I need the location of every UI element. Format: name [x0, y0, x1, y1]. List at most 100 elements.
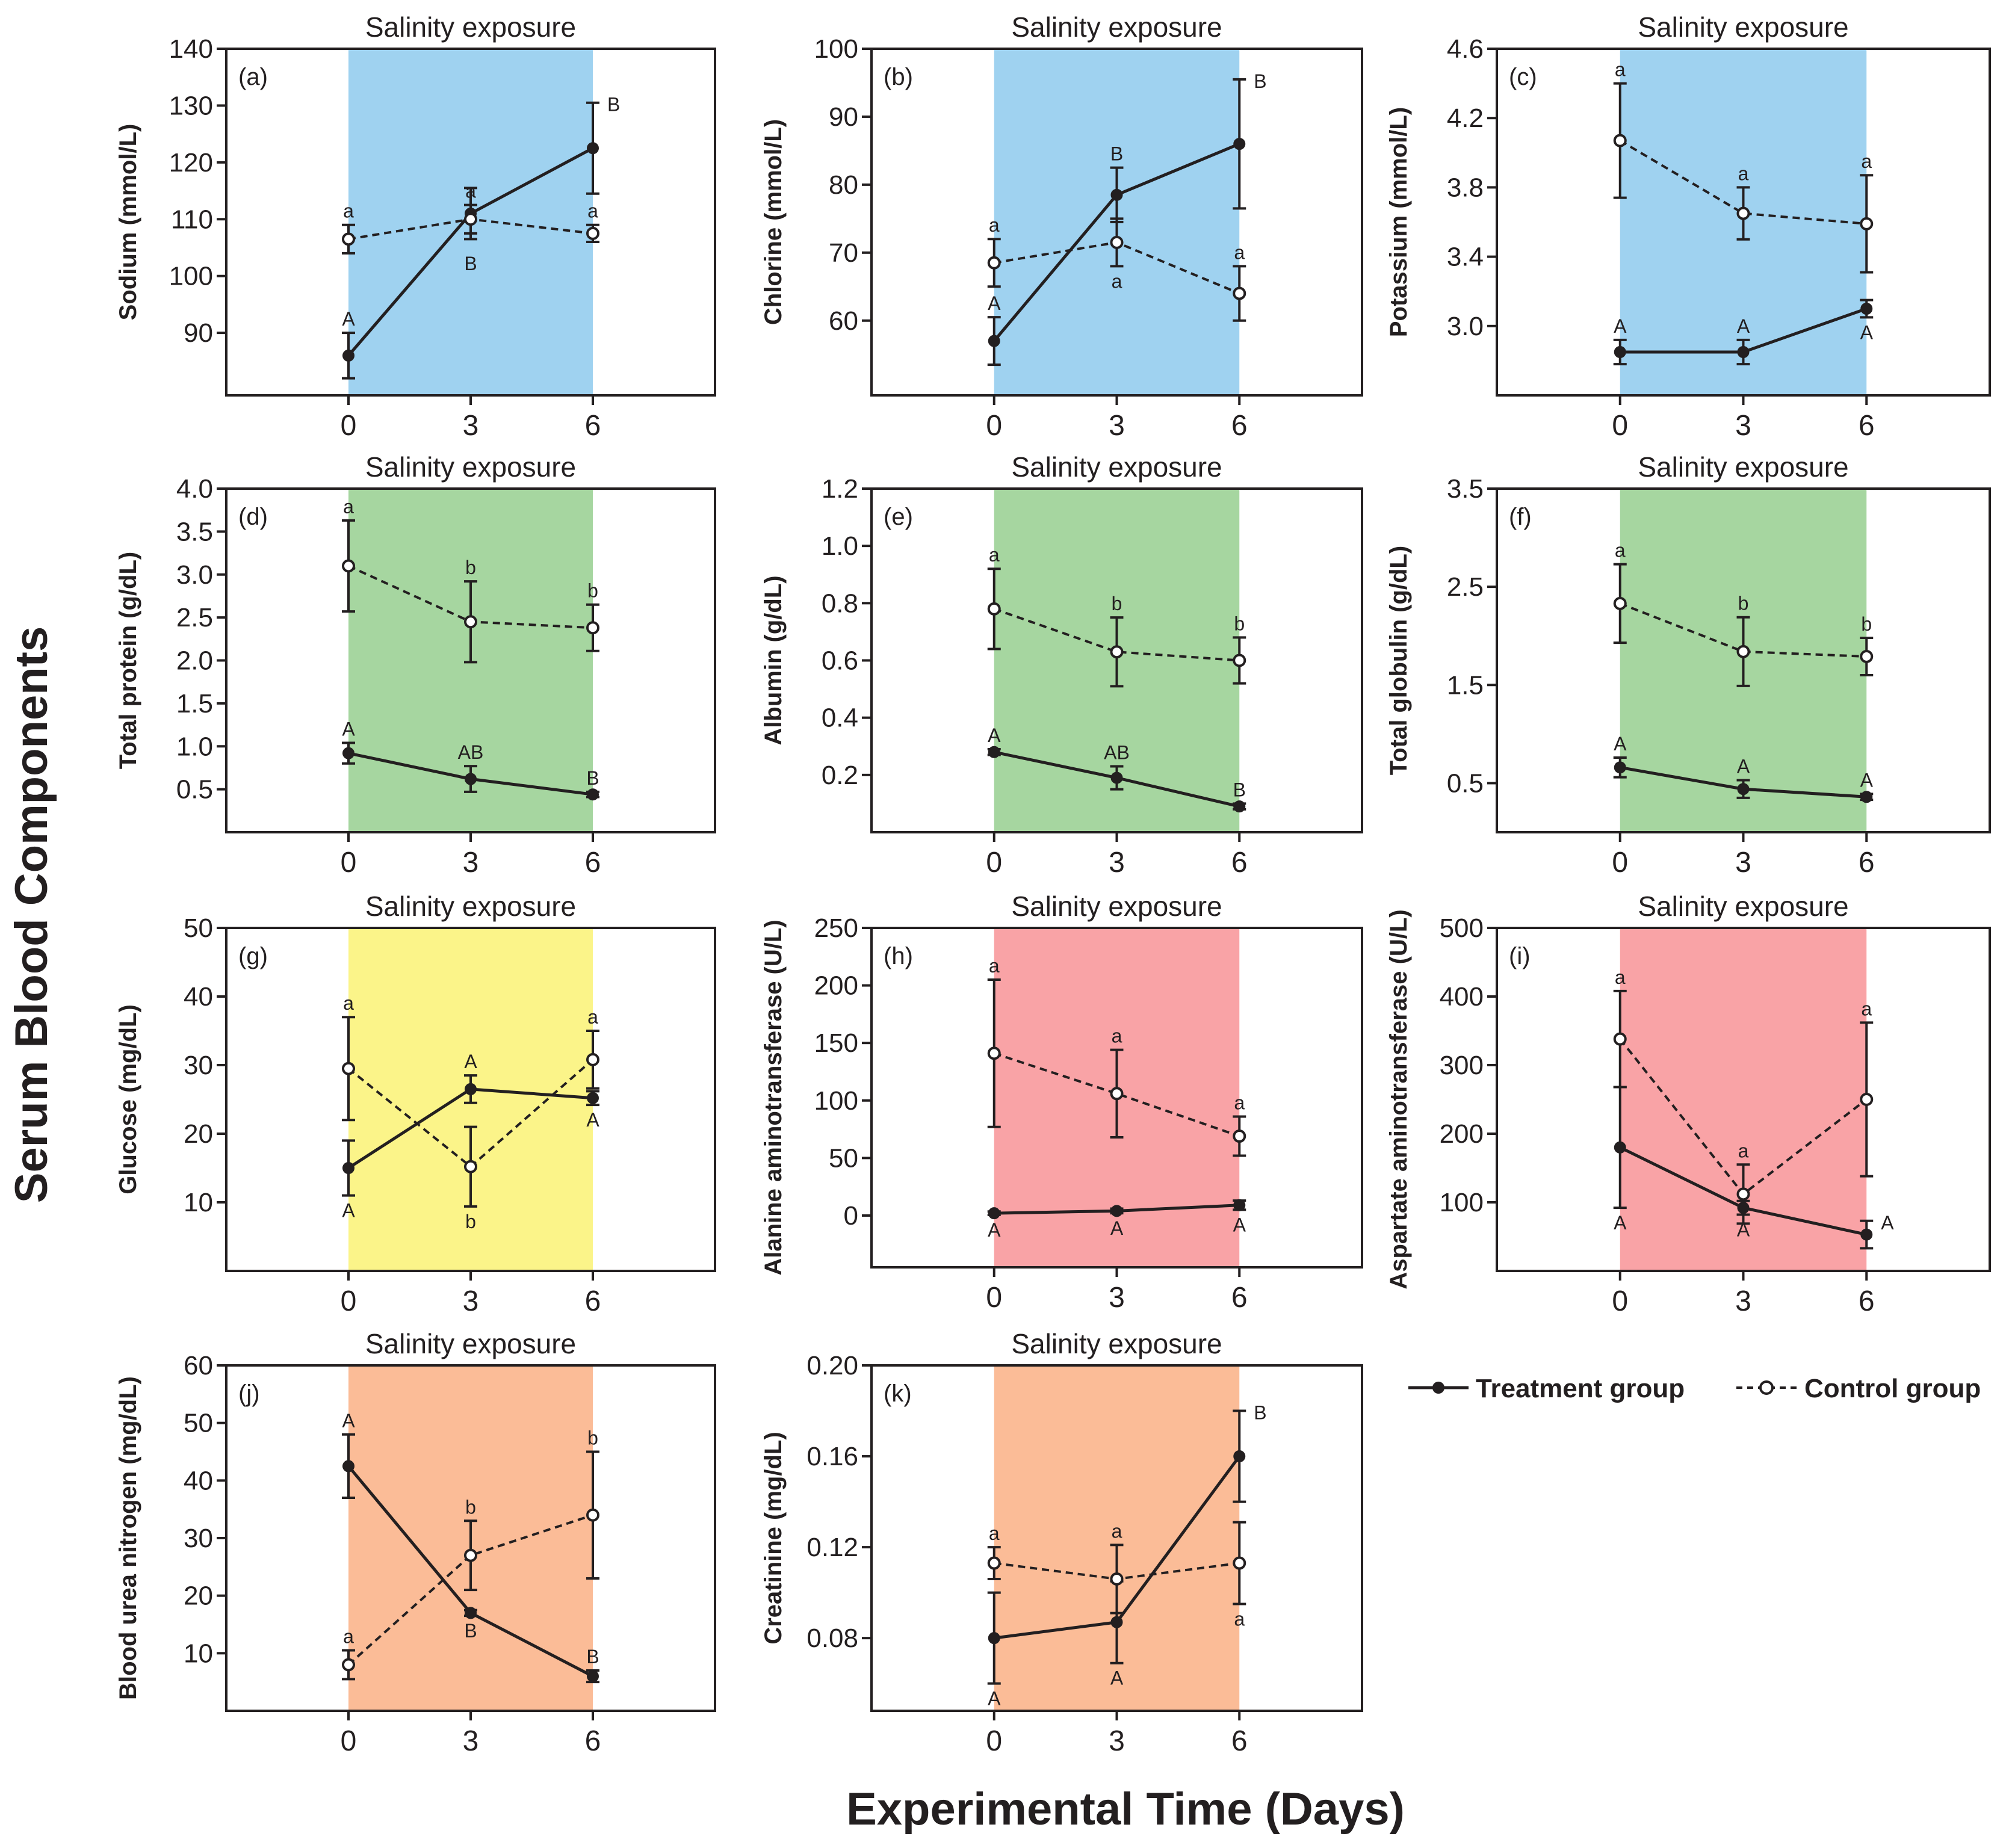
control-point	[586, 621, 599, 635]
control-point	[1233, 1556, 1246, 1570]
panel-letter: (c)	[1509, 64, 1537, 90]
x-tick-label: 6	[1231, 847, 1248, 879]
x-tick-label: 3	[463, 847, 479, 879]
control-point	[1613, 1032, 1627, 1046]
treatment-point	[1860, 1228, 1873, 1241]
treatment-point	[1614, 761, 1626, 774]
control-series: a a a	[987, 214, 1246, 322]
x-tick-label: 0	[986, 410, 1002, 442]
treatment-point	[1614, 1141, 1626, 1154]
panel-letter: (j)	[238, 1380, 260, 1407]
treatment-point	[988, 1207, 1000, 1220]
y-axis-label: Total protein (g/dL)	[115, 552, 141, 769]
control-point	[1736, 206, 1750, 220]
significance-label: B	[586, 767, 599, 789]
legend-treatment-marker	[1432, 1382, 1444, 1394]
x-tick-label: 3	[1735, 410, 1751, 442]
control-line	[994, 1052, 1240, 1137]
panel-title: Salinity exposure	[1011, 11, 1222, 43]
control-point	[1860, 649, 1874, 663]
x-tick-label: 0	[341, 410, 357, 442]
significance-label: B	[586, 1646, 599, 1667]
panel-letter: (e)	[884, 504, 913, 530]
x-tick-label: 3	[1109, 847, 1125, 879]
significance-label: a	[587, 1006, 598, 1028]
y-tick-label: 3.0	[1447, 312, 1484, 341]
legend-control-label: Control group	[1804, 1374, 1981, 1403]
y-tick-label: 60	[184, 1351, 213, 1380]
panel-letter: (f)	[1509, 504, 1532, 530]
x-tick-label: 6	[585, 410, 601, 442]
control-point	[1110, 1572, 1124, 1586]
treatment-point	[1737, 346, 1750, 358]
control-series: a a a	[987, 1520, 1246, 1630]
x-tick-label: 6	[1859, 410, 1875, 442]
y-tick-label: 40	[184, 982, 213, 1012]
control-point	[1110, 645, 1124, 659]
significance-label: a	[1615, 59, 1626, 81]
control-point	[1110, 235, 1124, 249]
significance-label: A	[1614, 733, 1627, 755]
y-tick-label: 10	[184, 1188, 213, 1217]
treatment-point	[1233, 1450, 1246, 1463]
control-point	[586, 1052, 599, 1066]
y-axis-label: Albumin (g/dL)	[760, 575, 787, 745]
y-tick-label: 130	[169, 91, 213, 120]
significance-label: b	[465, 1211, 476, 1232]
control-series: a a a	[1613, 966, 1874, 1225]
y-tick-label: 0.8	[822, 589, 858, 618]
significance-label: B	[1254, 70, 1266, 92]
significance-label: a	[587, 200, 598, 222]
treatment-point	[465, 1083, 477, 1095]
panel-a: Salinity exposure (a) 90 100 110 120 130 140 0 3 6…	[115, 11, 716, 442]
legend-control-marker	[1759, 1380, 1774, 1395]
treatment-series: A A A	[342, 1051, 599, 1222]
control-point	[1860, 1093, 1874, 1106]
significance-label: a	[343, 200, 354, 222]
y-tick-label: 0.5	[176, 775, 213, 805]
control-point	[586, 1508, 599, 1522]
significance-label: A	[342, 308, 355, 330]
treatment-point	[1110, 188, 1123, 201]
control-point	[342, 232, 355, 246]
significance-label: A	[1110, 1667, 1124, 1689]
treatment-point	[587, 1092, 599, 1104]
y-tick-label: 0.6	[822, 646, 858, 676]
panel-d: Salinity exposure (d) 0.5 1.0 1.5 2.0 2.5 3.0 3.…	[115, 451, 716, 879]
significance-label: B	[1110, 143, 1123, 165]
x-tick-label: 0	[986, 847, 1002, 879]
y-tick-label: 0.20	[806, 1351, 858, 1380]
treatment-point	[1737, 783, 1750, 796]
y-tick-label: 0.4	[822, 703, 858, 733]
control-series: a b b	[342, 496, 599, 664]
x-tick-label: 3	[463, 410, 479, 442]
panel-k: Salinity exposure (k) 0.08 0.12 0.16 0.20 0 3 6 C…	[760, 1328, 1363, 1757]
x-tick-label: 0	[1612, 847, 1628, 879]
significance-label: a	[989, 955, 1000, 977]
y-axis-label: Chlorine (mmol/L)	[760, 119, 787, 325]
significance-label: a	[343, 496, 354, 518]
control-point	[987, 1046, 1001, 1060]
x-tick-label: 3	[1109, 1282, 1125, 1314]
panel-letter: (d)	[238, 504, 268, 530]
significance-label: a	[343, 992, 354, 1014]
x-tick-label: 0	[341, 847, 357, 879]
treatment-point	[988, 335, 1000, 347]
y-tick-label: 100	[169, 262, 213, 291]
y-tick-label: 200	[814, 971, 858, 1001]
treatment-point	[342, 349, 354, 362]
significance-label: a	[989, 1522, 1000, 1544]
significance-label: b	[1234, 613, 1245, 634]
significance-label: AB	[1104, 742, 1130, 764]
treatment-point	[1614, 346, 1626, 358]
figure-x-label: Experimental Time (Days)	[846, 1784, 1405, 1835]
treatment-point	[1860, 303, 1873, 315]
significance-label: b	[1112, 593, 1122, 614]
y-tick-label: 1.0	[176, 732, 213, 761]
y-tick-label: 400	[1440, 982, 1484, 1012]
y-tick-label: 0.16	[806, 1442, 858, 1471]
significance-label: B	[1254, 1402, 1266, 1424]
legend: Treatment group Control group	[1408, 1374, 1981, 1403]
panel-title: Salinity exposure	[1638, 451, 1848, 483]
significance-label: a	[989, 544, 1000, 566]
